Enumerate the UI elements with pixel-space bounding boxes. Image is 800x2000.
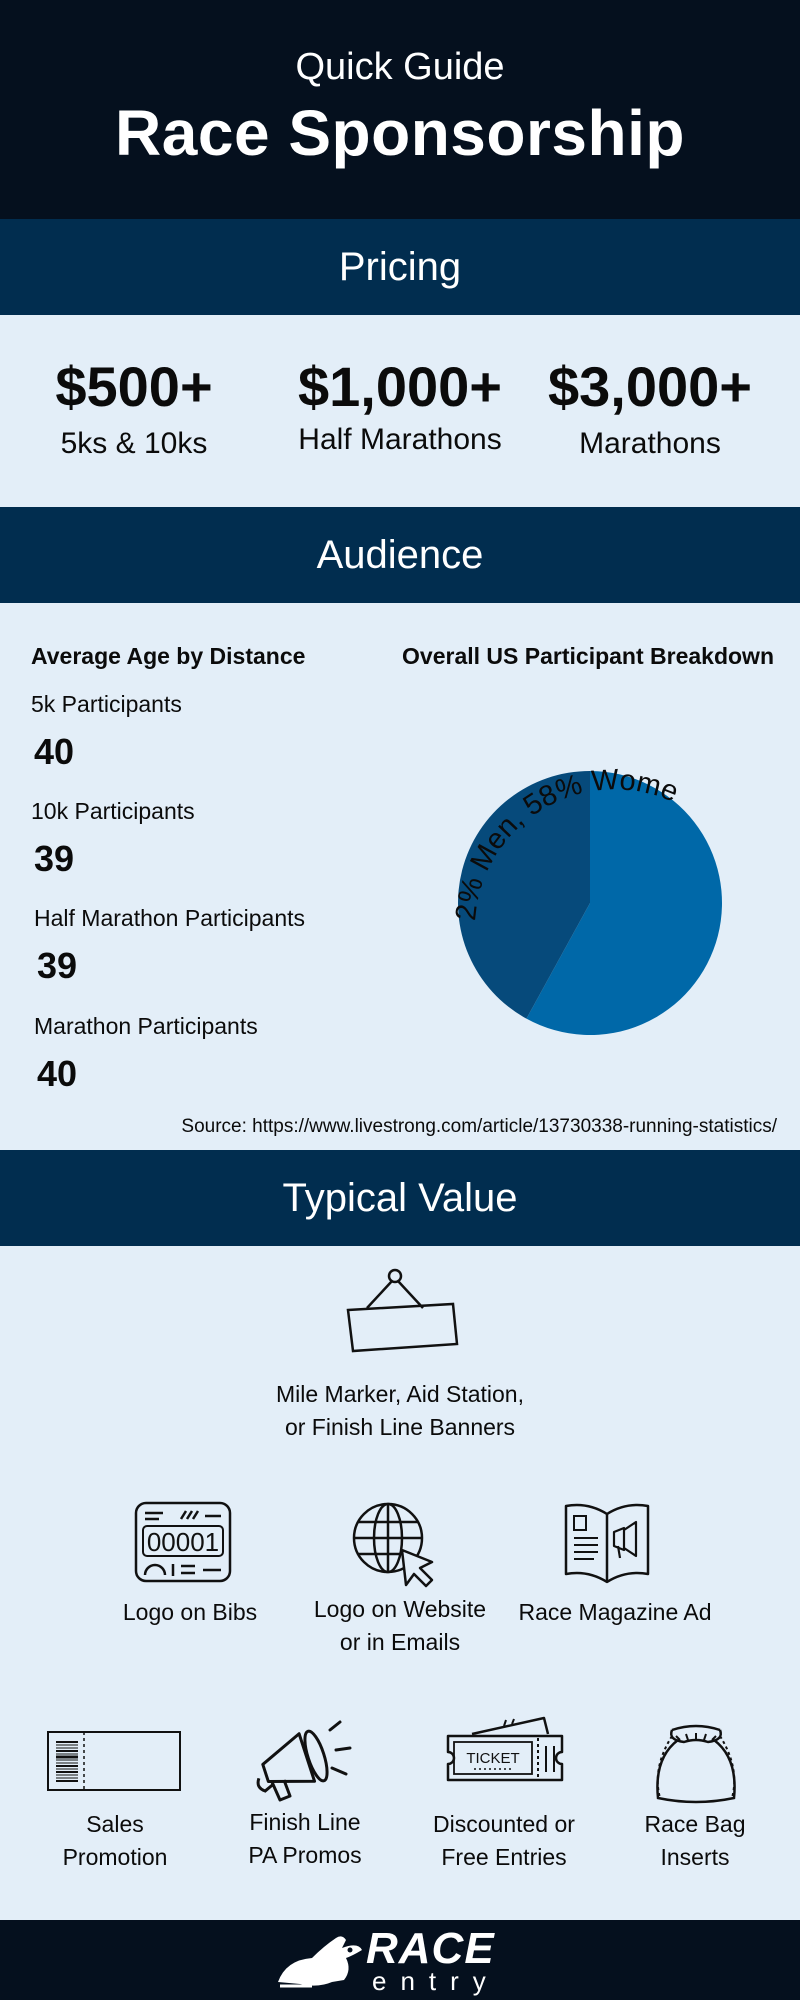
pricing-body: $500+ 5ks & 10ks $1,000+ Half Marathons … [0,315,800,507]
value-item-line: Sales [86,1811,144,1837]
breakdown-heading: Overall US Participant Breakdown [402,643,774,669]
value-item-pa-promos: Finish Line PA Promos [210,1806,400,1872]
pie-slice-men [458,771,590,1019]
age-value-marathon: 40 [37,1053,78,1094]
price-amount: $1,000+ [298,355,502,418]
value-item-entries: Discounted or Free Entries [404,1808,604,1874]
megaphone-icon [256,1720,352,1802]
price-tier-half: $1,000+ Half Marathons [270,359,530,457]
value-item-bibs: Logo on Bibs [90,1596,290,1629]
ticket-text: TICKET [466,1750,519,1767]
bib-number: 00001 [147,1527,219,1557]
value-item-line: Inserts [660,1844,730,1870]
footer: RACE entry [0,1920,800,2000]
header-title: Race Sponsorship [115,97,685,169]
value-item-line: Race Bag [644,1811,746,1837]
audience-section-header: Audience [0,507,800,603]
age-value-5k: 40 [34,731,75,772]
price-amount: $500+ [55,355,213,418]
age-label-5k: 5k Participants [31,691,182,717]
header: Quick Guide Race Sponsorship [0,0,800,219]
open-magazine-icon [564,1503,650,1584]
race-bib-icon: 00001 [134,1501,232,1583]
value-item-sales-promotion: Sales Promotion [30,1808,200,1874]
brand-top: RACE [366,1924,495,1973]
ticket-icon: TICKET [446,1716,564,1782]
price-tier-5k: $500+ 5ks & 10ks [34,359,234,461]
value-item-bag-inserts: Race Bag Inserts [600,1808,790,1874]
value-item-line: PA Promos [248,1842,362,1868]
price-label: 5ks & 10ks [60,427,208,460]
pricing-title: Pricing [338,244,462,289]
value-item-line: or Finish Line Banners [284,1414,516,1440]
globe-cursor-icon [352,1502,434,1588]
price-tier-marathon: $3,000+ Marathons [520,359,780,461]
value-body: Mile Marker, Aid Station, or Finish Line… [0,1246,800,1920]
participant-pie-chart: 42% Men, 58% Women [380,693,722,1035]
age-heading: Average Age by Distance [31,643,306,669]
value-item-magazine: Race Magazine Ad [500,1596,730,1629]
value-item-line: Finish Line [249,1809,361,1835]
pie-slice-women [526,771,722,1035]
value-section-header: Typical Value [0,1150,800,1246]
header-subtitle: Quick Guide [295,46,505,88]
value-item-line: or in Emails [339,1629,461,1655]
age-label-marathon: Marathon Participants [34,1013,258,1039]
value-item-line: Discounted or [433,1811,575,1837]
value-item-banners: Mile Marker, Aid Station, or Finish Line… [250,1378,550,1444]
barcode-coupon-icon [47,1731,181,1791]
value-item-line: Promotion [62,1844,168,1870]
value-item-line: Mile Marker, Aid Station, [276,1381,524,1407]
age-label-10k: 10k Participants [31,798,195,824]
drawstring-bag-icon [656,1724,736,1804]
value-item-line: Logo on Website [313,1596,487,1622]
age-value-half: 39 [37,945,78,986]
age-value-10k: 39 [34,838,75,879]
source-citation: Source: https://www.livestrong.com/artic… [181,1116,777,1137]
audience-body: Average Age by Distance 5k Participants … [0,603,800,1150]
rabbit-logo-icon [278,1936,362,1988]
brand-bottom: entry [372,1966,500,1996]
price-label: Marathons [579,427,721,460]
value-item-line: Free Entries [441,1844,567,1870]
value-title: Typical Value [282,1175,518,1220]
value-item-line: Race Magazine Ad [518,1599,712,1625]
audience-title: Audience [316,532,484,577]
price-label: Half Marathons [298,423,502,456]
hanging-sign-icon [346,1268,459,1353]
age-label-half: Half Marathon Participants [34,905,306,931]
pricing-section-header: Pricing [0,219,800,315]
price-amount: $3,000+ [548,355,752,418]
value-item-line: Logo on Bibs [122,1599,258,1625]
value-item-website: Logo on Website or in Emails [290,1593,510,1659]
